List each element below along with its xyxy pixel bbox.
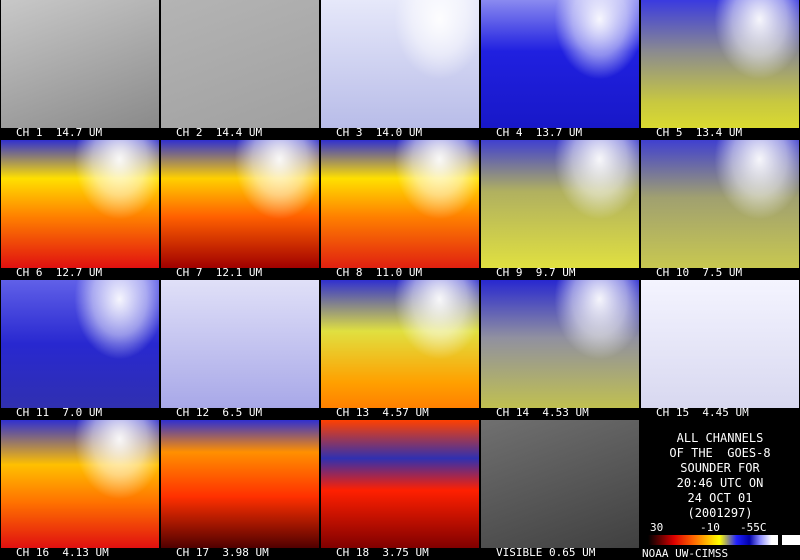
info-line: OF THE GOES-8 [669,446,771,460]
channel-panel: CH 9 9.7 UM [480,140,640,280]
channel-panel: CH 3 14.0 UM [320,0,480,140]
info-line: SOUNDER FOR [680,461,760,475]
channel-panel: CH 11 7.0 UM [0,280,160,420]
channel-label: CH 16 4.13 UM [16,546,109,559]
channel-label: CH 1 14.7 UM [16,126,103,139]
channel-panel: CH 7 12.1 UM [160,140,320,280]
channel-label: VISIBLE 0.65 UM [496,546,596,559]
info-line: ALL CHANNELS [676,431,764,445]
satellite-image [481,0,639,128]
satellite-image [321,0,479,128]
channel-label: CH 10 7.5 UM [656,266,743,279]
channel-label: CH 8 11.0 UM [336,266,423,279]
channel-panel: CH 6 12.7 UM [0,140,160,280]
colorbar-label: -10 [700,521,720,534]
satellite-image [481,140,639,268]
satellite-image [161,0,319,128]
info-line: 20:46 UTC ON [676,476,764,490]
info-line: 24 OCT 01 [687,491,753,505]
channel-label: CH 2 14.4 UM [176,126,263,139]
satellite-image [321,140,479,268]
colorbar-white [782,535,800,545]
satellite-image [161,280,319,408]
colorbar [648,535,778,545]
channel-label: CH 13 4.57 UM [336,406,429,419]
satellite-image [161,140,319,268]
colorbar-label: -55C [740,521,767,534]
channel-label: CH 5 13.4 UM [656,126,743,139]
channel-panel: CH 2 14.4 UM [160,0,320,140]
channel-panel: VISIBLE 0.65 UM [480,420,640,560]
channel-panel: CH 4 13.7 UM [480,0,640,140]
channel-panel: CH 16 4.13 UM [0,420,160,560]
satellite-image [161,420,319,548]
channel-label: CH 15 4.45 UM [656,406,749,419]
channel-label: CH 9 9.7 UM [496,266,576,279]
satellite-image [1,0,159,128]
channel-panel: CH 15 4.45 UM [640,280,800,420]
satellite-image [1,140,159,268]
channel-panel: CH 13 4.57 UM [320,280,480,420]
channel-label: CH 4 13.7 UM [496,126,583,139]
satellite-image [481,280,639,408]
channel-panel: CH 12 6.5 UM [160,280,320,420]
credit: NOAA UW-CIMSS [642,547,729,560]
channel-label: CH 6 12.7 UM [16,266,103,279]
satellite-image [1,420,159,548]
satellite-image [321,280,479,408]
channel-panel: CH 14 4.53 UM [480,280,640,420]
info-line: (2001297) [687,506,753,520]
channel-label: CH 12 6.5 UM [176,406,263,419]
channel-label: CH 11 7.0 UM [16,406,103,419]
satellite-image [321,420,479,548]
satellite-image [641,280,799,408]
satellite-image [1,280,159,408]
channel-panel: CH 1 14.7 UM [0,0,160,140]
channel-panel: CH 5 13.4 UM [640,0,800,140]
channel-panel: CH 10 7.5 UM [640,140,800,280]
channel-label: CH 18 3.75 UM [336,546,429,559]
satellite-image [481,420,639,548]
channel-panel: CH 18 3.75 UM [320,420,480,560]
channel-label: CH 7 12.1 UM [176,266,263,279]
channel-label: CH 17 3.98 UM [176,546,269,559]
satellite-image [641,140,799,268]
channel-panel: CH 8 11.0 UM [320,140,480,280]
channel-panel: CH 17 3.98 UM [160,420,320,560]
colorbar-label: 30 [650,521,664,534]
satellite-image [641,0,799,128]
channel-label: CH 14 4.53 UM [496,406,589,419]
channel-label: CH 3 14.0 UM [336,126,423,139]
